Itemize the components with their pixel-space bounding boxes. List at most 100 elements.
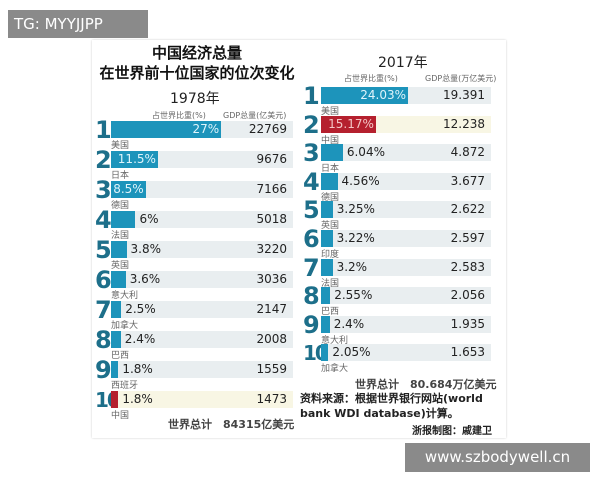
country-label: 日本 xyxy=(111,171,130,181)
country-label: 美国 xyxy=(111,141,130,151)
country-label: 日本 xyxy=(321,164,340,175)
share-label: 1.8% xyxy=(122,392,153,406)
gdp-value: 3220 xyxy=(256,242,287,256)
gdp-value: 1473 xyxy=(256,392,287,406)
bar-row: 6.04% 4.872 xyxy=(321,144,491,162)
row-background xyxy=(321,287,491,305)
share-bar xyxy=(111,331,121,348)
country-label: 德国 xyxy=(321,192,340,203)
share-bar xyxy=(111,271,126,288)
bar-row: 2.4% 2008 xyxy=(111,331,293,348)
rank-number: 2 xyxy=(303,110,320,139)
rank-number: 3 xyxy=(303,139,320,168)
bar-row: 24.03% 19.391 xyxy=(321,87,491,104)
share-label: 2.4% xyxy=(124,332,156,346)
row-background xyxy=(321,344,491,362)
rank-number: 9 xyxy=(95,356,112,384)
share-bar xyxy=(321,315,330,333)
share-bar xyxy=(111,121,222,138)
gdp-header-2017: GDP总量(万亿美元) xyxy=(425,74,497,83)
bar-row: 2.5% 2147 xyxy=(111,301,293,318)
rank-number: 5 xyxy=(303,196,320,225)
gdp-value: 2008 xyxy=(256,332,287,346)
row-background xyxy=(111,301,293,318)
share-bar xyxy=(111,151,158,168)
country-label: 意大利 xyxy=(321,335,349,346)
share-bar xyxy=(321,144,343,162)
country-label: 法国 xyxy=(321,278,340,289)
share-label: 1.8% xyxy=(122,362,153,376)
share-bar xyxy=(321,287,331,305)
share-label: 3.25% xyxy=(336,202,375,217)
share-label: 3.8% xyxy=(130,242,162,256)
country-label: 巴西 xyxy=(111,351,130,361)
share-label: 2.5% xyxy=(125,302,156,316)
share-bar xyxy=(321,87,408,104)
country-label: 法国 xyxy=(111,231,130,241)
rank-number: 1 xyxy=(95,116,112,144)
gdp-value: 2147 xyxy=(256,302,287,316)
rank-number: 1 xyxy=(303,82,320,110)
row-background xyxy=(321,230,491,247)
share-label: 24.03% xyxy=(360,88,406,102)
rank-number: 8 xyxy=(303,282,320,311)
gdp-value: 22769 xyxy=(248,122,287,136)
gdp-value: 3036 xyxy=(256,272,287,286)
gdp-value: 9676 xyxy=(256,152,287,166)
share-label: 2.05% xyxy=(332,345,371,360)
country-label: 美国 xyxy=(321,107,340,117)
row-background xyxy=(321,144,491,162)
bar-row: 4.56% 3.677 xyxy=(321,172,491,190)
bar-row: 3.22% 2.597 xyxy=(321,230,491,247)
bar-row: 27% 22769 xyxy=(111,121,293,138)
bar-row: 2.4% 1.935 xyxy=(321,315,491,333)
bar-row: 1.8% 1559 xyxy=(111,361,293,378)
country-label: 意大利 xyxy=(111,291,139,301)
gdp-value: 1559 xyxy=(256,362,287,376)
country-label: 英国 xyxy=(111,261,130,271)
rank-number: 4 xyxy=(95,206,112,234)
total-2017: 世界总计 80.684万亿美元 xyxy=(355,378,497,391)
share-bar xyxy=(321,172,338,190)
rank-number: 7 xyxy=(303,253,320,282)
gdp-value: 2.597 xyxy=(450,231,485,245)
country-label: 德国 xyxy=(111,201,130,211)
share-label: 6.04% xyxy=(346,145,385,160)
country-label: 西班牙 xyxy=(111,381,139,391)
row-background xyxy=(111,271,293,288)
bar-row: 11.5% 9676 xyxy=(111,151,293,168)
share-bar xyxy=(111,301,122,318)
share-label: 27% xyxy=(192,122,220,136)
share-label: 2.4% xyxy=(333,316,365,331)
share-bar xyxy=(321,115,376,133)
total-1978: 世界总计 84315亿美元 xyxy=(168,418,295,431)
year-2017: 2017年 xyxy=(378,55,428,71)
row-background xyxy=(321,315,491,333)
share-header-2017: 占世界比重(%) xyxy=(344,74,398,83)
row-background xyxy=(321,201,491,219)
rank-number: 8 xyxy=(95,326,112,354)
watermark-bottom: www.szbodywell.cn xyxy=(405,443,590,472)
row-background xyxy=(111,241,293,258)
rank-number: 4 xyxy=(303,167,320,196)
bar-row: 2.55% 2.056 xyxy=(321,287,491,305)
gdp-value: 2.622 xyxy=(450,202,485,217)
share-bar xyxy=(111,181,146,198)
title-line2: 在世界前十位国家的位次变化 xyxy=(99,64,295,82)
row-background xyxy=(321,258,491,276)
gdp-value: 2.056 xyxy=(450,288,485,303)
credit: 浙报制图：戚建卫 xyxy=(412,426,492,437)
country-label: 巴西 xyxy=(321,307,340,318)
country-label: 中国 xyxy=(321,135,340,146)
bar-row: 8.5% 7166 xyxy=(111,181,293,198)
gdp-value: 7166 xyxy=(256,182,287,196)
share-bar xyxy=(111,241,127,258)
title-line1: 中国经济总量 xyxy=(151,44,242,62)
gdp-value: 19.391 xyxy=(443,88,485,102)
rank-number: 3 xyxy=(95,176,112,204)
row-background xyxy=(111,361,293,378)
infographic-panel: 中国经济总量 在世界前十位国家的位次变化 1978年 占世界比重(%) GDP总… xyxy=(92,40,506,438)
watermark-top: TG: MYYJJPP xyxy=(8,10,148,38)
bar-row: 6% 5018 xyxy=(111,211,293,228)
rank-number: 2 xyxy=(95,146,112,174)
